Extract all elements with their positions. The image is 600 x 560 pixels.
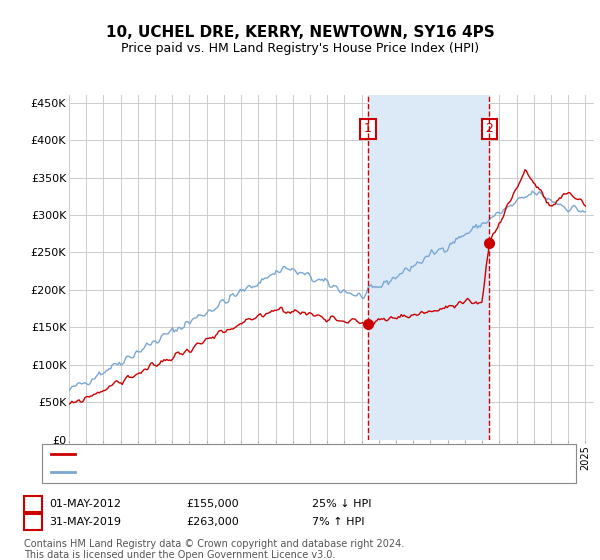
Text: 7% ↑ HPI: 7% ↑ HPI xyxy=(312,517,365,527)
Text: 1: 1 xyxy=(364,123,372,136)
Text: 1: 1 xyxy=(29,497,37,511)
Text: 31-MAY-2019: 31-MAY-2019 xyxy=(49,517,121,527)
Text: 2: 2 xyxy=(29,515,37,529)
Text: 10, UCHEL DRE, KERRY, NEWTOWN, SY16 4PS (detached house): 10, UCHEL DRE, KERRY, NEWTOWN, SY16 4PS … xyxy=(81,450,432,460)
Bar xyxy=(368,95,490,440)
Text: HPI: Average price, detached house, Powys: HPI: Average price, detached house, Powy… xyxy=(81,466,317,477)
Text: £155,000: £155,000 xyxy=(186,499,239,509)
Text: 25% ↓ HPI: 25% ↓ HPI xyxy=(312,499,371,509)
Text: Price paid vs. HM Land Registry's House Price Index (HPI): Price paid vs. HM Land Registry's House … xyxy=(121,42,479,55)
Text: Contains HM Land Registry data © Crown copyright and database right 2024.
This d: Contains HM Land Registry data © Crown c… xyxy=(24,539,404,560)
Text: 10, UCHEL DRE, KERRY, NEWTOWN, SY16 4PS: 10, UCHEL DRE, KERRY, NEWTOWN, SY16 4PS xyxy=(106,25,494,40)
Text: £263,000: £263,000 xyxy=(186,517,239,527)
Text: 01-MAY-2012: 01-MAY-2012 xyxy=(49,499,121,509)
Text: 2: 2 xyxy=(485,123,493,136)
